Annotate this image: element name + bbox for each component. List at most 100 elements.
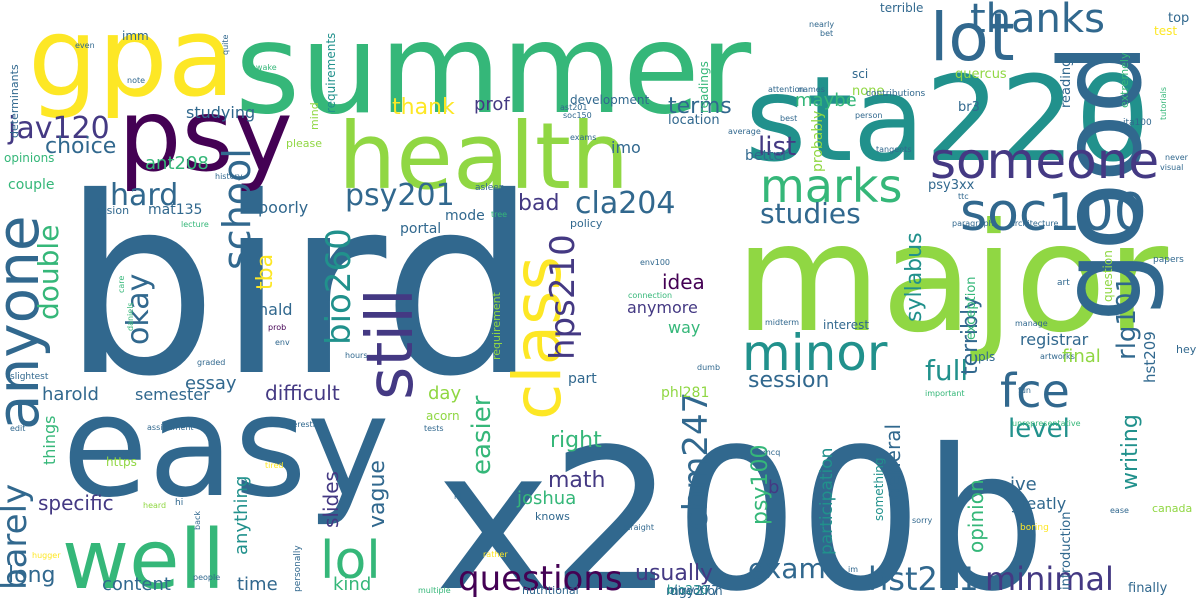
word-attention: attention: [768, 85, 805, 94]
word-easier: easier: [467, 395, 497, 475]
word-class: class: [499, 256, 576, 420]
word-ease: ease: [1110, 506, 1129, 515]
word-studying: studying: [186, 103, 255, 122]
word-poorly: poorly: [258, 198, 308, 217]
word-bio230: bio230: [667, 583, 708, 597]
word-best: best: [780, 114, 797, 123]
word-fun: fun: [1018, 386, 1031, 395]
word-imm: imm: [122, 29, 149, 43]
word-tree: tree: [491, 210, 507, 219]
word-something: something: [872, 457, 886, 521]
word-exception: exception: [964, 276, 979, 340]
word-tired: tired: [265, 461, 283, 470]
word-rlg101: rlg101: [1112, 276, 1142, 360]
word-top: top: [1168, 11, 1189, 26]
word-fce: fce: [1000, 364, 1070, 418]
word-chm247: chm247: [676, 392, 716, 530]
word-tba: tba: [253, 254, 278, 290]
word-please: please: [286, 137, 322, 150]
word-terribly: terribly: [958, 296, 983, 375]
word-soc100: soc100: [960, 183, 1147, 243]
word-never: never: [1165, 153, 1189, 162]
word-edit: edit: [10, 424, 25, 433]
word-semester: semester: [135, 385, 210, 404]
word-connection: connection: [628, 291, 672, 300]
word-direction: direction: [670, 584, 723, 598]
word-full: full: [925, 354, 968, 387]
word-content: content: [102, 574, 171, 595]
word-important: important: [925, 389, 965, 398]
word-usually: usually: [635, 561, 713, 586]
word-still: still: [354, 288, 428, 400]
word-idea: idea: [662, 270, 705, 294]
word-okay: okay: [121, 274, 156, 345]
word-architecture: architecture: [1010, 219, 1058, 228]
word-back: back: [193, 511, 202, 530]
word-mgy277: mgy277: [666, 584, 719, 599]
word-ita100: ita100: [1123, 118, 1152, 128]
word-major: major: [735, 192, 1168, 366]
word-ive: ive: [1010, 474, 1037, 495]
word-br3: br3: [958, 100, 980, 115]
word-soc150: soc150: [563, 111, 592, 120]
word-acorn: acorn: [426, 409, 460, 423]
word-none: none: [852, 84, 884, 99]
word-day: day: [428, 383, 461, 404]
word-multiple: multiple: [418, 586, 451, 595]
word-nutritional: nutritional: [522, 584, 579, 597]
word-lot: lot: [930, 0, 1015, 76]
word-introduction: introduction: [1059, 511, 1074, 590]
word-im: im: [848, 565, 858, 574]
word-mode: mode: [445, 208, 485, 224]
word-psy201: psy201: [345, 178, 455, 213]
word-dumb: dumb: [697, 363, 720, 372]
word-manage: manage: [1015, 319, 1048, 328]
word-graded: graded: [197, 358, 225, 367]
word-things: things: [40, 416, 59, 466]
word-location: location: [668, 113, 720, 128]
word-mcq: mcq: [763, 448, 780, 457]
word-average: average: [728, 127, 761, 136]
word-assignment: assignment: [147, 423, 194, 432]
word-personally: personally: [293, 545, 303, 592]
word-slides: slides: [319, 471, 343, 528]
word-id: id: [454, 492, 461, 501]
word-level: level: [1008, 414, 1070, 444]
word-ast201: ast201: [560, 103, 587, 112]
word-hps210: hps210: [543, 234, 583, 360]
word-better: better: [745, 148, 788, 164]
word-school: school: [215, 148, 259, 270]
word-names: names: [798, 85, 825, 94]
word-lecture: lecture: [181, 220, 209, 229]
word-finally: finally: [1128, 581, 1168, 596]
word-canada: canada: [1152, 502, 1192, 515]
word-list: list: [758, 132, 796, 162]
word-sci: sci: [852, 67, 868, 81]
word-env100: env100: [640, 258, 670, 267]
word-https: https: [106, 455, 137, 469]
word-mat135: mat135: [148, 202, 202, 218]
word-asleep: asleep: [475, 183, 505, 193]
word-imo: imo: [611, 138, 641, 157]
word-general: general: [881, 424, 905, 500]
word-psy: psy: [118, 77, 293, 194]
word-determinants: determinants: [8, 64, 21, 138]
word-exams: exams: [570, 133, 596, 142]
word-extremely: extremely: [1118, 52, 1131, 108]
word-way: way: [668, 318, 700, 337]
word-harold: harold: [42, 384, 99, 405]
word-studies: studies: [760, 197, 861, 230]
word-readings: readings: [697, 61, 711, 113]
word-hugger: hugger: [32, 551, 61, 560]
word-requirements: requirements: [324, 33, 338, 113]
word-note: note: [127, 76, 145, 85]
word-lol: lol: [320, 531, 381, 591]
word-tests: tests: [424, 424, 444, 433]
word-ant208: ant208: [145, 153, 209, 174]
word-hst211: hst211: [868, 560, 979, 598]
word-test: test: [1154, 24, 1177, 38]
word-quercus: quercus: [955, 67, 1007, 82]
word-portal: portal: [400, 221, 441, 237]
word-quite: quite: [221, 34, 230, 55]
word-awake: awake: [251, 63, 277, 72]
